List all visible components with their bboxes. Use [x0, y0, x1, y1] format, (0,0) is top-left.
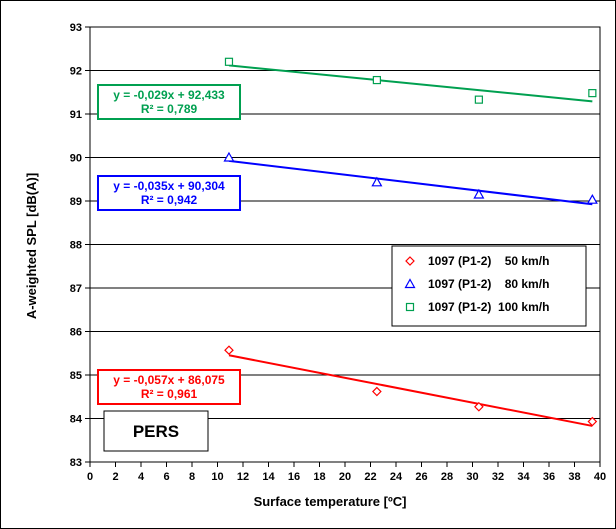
x-tick-label: 24 [390, 471, 403, 483]
trend-equation: y = -0,029x + 92,433 [113, 88, 225, 102]
x-tick-label: 26 [415, 471, 427, 483]
y-tick-label: 91 [70, 109, 82, 121]
point-square [474, 95, 483, 104]
point-square [372, 75, 381, 85]
x-tick-label: 12 [237, 471, 249, 483]
x-tick-label: 40 [594, 471, 606, 483]
y-tick-label: 84 [70, 414, 83, 426]
y-tick-label: 92 [70, 66, 82, 78]
x-tick-label: 30 [466, 471, 478, 483]
y-tick-labels: 83 84 85 86 87 88 89 90 91 92 93 [70, 22, 83, 469]
x-tick-label: 32 [492, 471, 504, 483]
r-squared: R² = 0,961 [141, 387, 198, 401]
legend: 1097 (P1-2) 50 km/h 1097 (P1-2) 80 km/h 10… [391, 245, 587, 327]
legend-label: 1097 (P1-2) 50 km/h [428, 254, 549, 268]
legend-marker-square [405, 302, 415, 312]
x-tick-labels: 0 2 4 6 8 10 12 14 16 18 20 22 24 26 28 30 32 34 36 38 40 [87, 471, 606, 483]
legend-label: 1097 (P1-2) 80 km/h [428, 277, 549, 291]
y-tick-label: 89 [70, 196, 82, 208]
x-tick-label: 4 [138, 471, 145, 483]
equation-box-0 [97, 369, 241, 405]
pers-box [103, 410, 209, 452]
x-axis-title: Surface temperature [ºC] [254, 494, 407, 509]
x-tick-label: 8 [189, 471, 195, 483]
point-triangle [586, 193, 598, 204]
y-tick-label: 88 [70, 240, 82, 252]
x-tick-label: 36 [543, 471, 555, 483]
r-squared: R² = 0,789 [141, 102, 198, 116]
x-tick-label: 28 [441, 471, 453, 483]
point-diamond [224, 345, 234, 356]
y-tick-label: 86 [70, 327, 82, 339]
legend-marker-triangle [404, 278, 416, 289]
r-squared: R² = 0,942 [141, 193, 198, 207]
equation-box-1 [97, 175, 241, 211]
legend-items: 1097 (P1-2) 50 km/h 1097 (P1-2) 80 km/h 10… [404, 254, 549, 314]
x-tick-label: 22 [364, 471, 376, 483]
y-tick-label: 83 [70, 457, 82, 469]
point-diamond [372, 386, 382, 397]
point-triangle [223, 151, 235, 162]
x-tick-label: 2 [112, 471, 118, 483]
x-tick-label: 0 [87, 471, 93, 483]
x-tick-label: 16 [288, 471, 300, 483]
pers-annotation: PERS [103, 410, 209, 452]
x-tick-label: 14 [262, 471, 275, 483]
data-points [223, 57, 598, 427]
trend-lines [228, 64, 593, 427]
point-square [588, 89, 597, 98]
y-tick-label: 85 [70, 370, 82, 382]
x-tick-label: 34 [517, 471, 530, 483]
x-tick-label: 18 [313, 471, 325, 483]
trend-line-1 [228, 159, 593, 206]
legend-marker-diamond [405, 256, 415, 266]
point-triangle [473, 188, 485, 199]
x-tick-label: 20 [339, 471, 351, 483]
equation-box-2 [97, 84, 241, 120]
trend-equation: y = -0,035x + 90,304 [113, 179, 225, 193]
trend-line-2 [228, 64, 593, 103]
y-tick-label: 93 [70, 22, 82, 34]
point-square [224, 57, 234, 66]
pers-label: PERS [133, 422, 179, 441]
trend-equation: y = -0,057x + 86,075 [113, 373, 225, 387]
legend-box [391, 245, 587, 327]
legend-label: 1097 (P1-2) 100 km/h [428, 300, 549, 314]
x-tick-label: 6 [163, 471, 169, 483]
y-axis-title: A-weighted SPL [dB(A)] [24, 173, 39, 319]
y-tick-label: 87 [70, 283, 82, 295]
point-diamond [474, 401, 484, 412]
point-diamond [587, 416, 598, 427]
y-tick-label: 90 [70, 153, 82, 165]
x-tick-label: 38 [568, 471, 580, 483]
trend-line-0 [228, 354, 593, 427]
x-tick-label: 10 [211, 471, 223, 483]
point-triangle [371, 176, 383, 187]
